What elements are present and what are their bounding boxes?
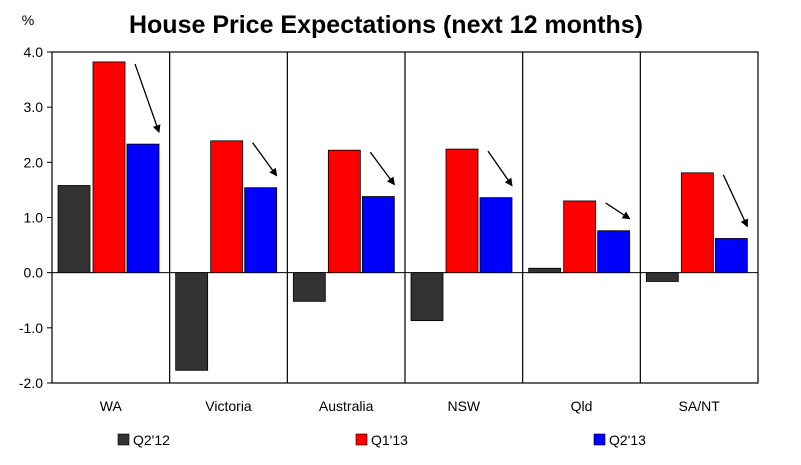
bar-q213-nsw [479,197,513,274]
category-label: Victoria [205,398,252,414]
y-tick-label: -2.0 [19,375,43,391]
bar-q113-victoria [210,140,244,274]
bar-q213-australia [361,196,395,274]
bar-q212-australia [292,272,326,302]
y-tick-label: 2.0 [24,154,44,170]
decline-arrow [487,150,513,187]
bar-q113-sant [680,172,714,274]
bar-q113-nsw [445,148,479,274]
decline-arrow [252,142,278,177]
category-label: WA [100,398,123,414]
category-label: Qld [571,398,593,414]
bar-q213-sant [714,238,748,274]
bar-q213-wa [126,143,160,274]
plot-area: 4.0 3.0 2.0 1.0 0.0 -1.0 -2.0 WA Victoria Austral… [19,44,759,448]
decline-arrow [134,63,161,134]
chart-title: House Price Expectations (next 12 months… [129,11,643,39]
bar-q212-nsw [410,272,444,322]
y-tick-label: 4.0 [24,44,44,60]
legend-swatch-q212 [117,433,130,446]
bar-q212-qld [528,267,562,274]
y-tick-label: 1.0 [24,210,44,226]
legend-label-q213: Q2'13 [609,432,646,448]
legend-swatch-q113 [355,433,368,446]
decline-arrow [605,202,631,220]
bar-q212-sant [645,272,679,282]
bar-q113-qld [563,200,597,274]
bar-q113-wa [92,61,126,274]
bar-q113-australia [327,149,361,274]
category-label: Australia [319,398,374,414]
legend-swatch-q213 [593,433,606,446]
legend-label-q212: Q2'12 [133,432,170,448]
bar-q213-qld [597,230,631,274]
category-label: SA/NT [679,398,721,414]
decline-arrow [369,151,395,186]
decline-arrow [722,174,749,228]
y-tick-label: 0.0 [24,265,44,281]
category-label: NSW [447,398,480,414]
bar-q213-victoria [244,187,278,274]
y-axis-unit-label: % [22,12,34,28]
legend-label-q113: Q1'13 [371,432,408,448]
y-tick-label: -1.0 [19,320,43,336]
bar-q212-victoria [175,272,209,371]
bar-q212-wa [57,185,91,274]
y-tick-label: 3.0 [24,99,44,115]
